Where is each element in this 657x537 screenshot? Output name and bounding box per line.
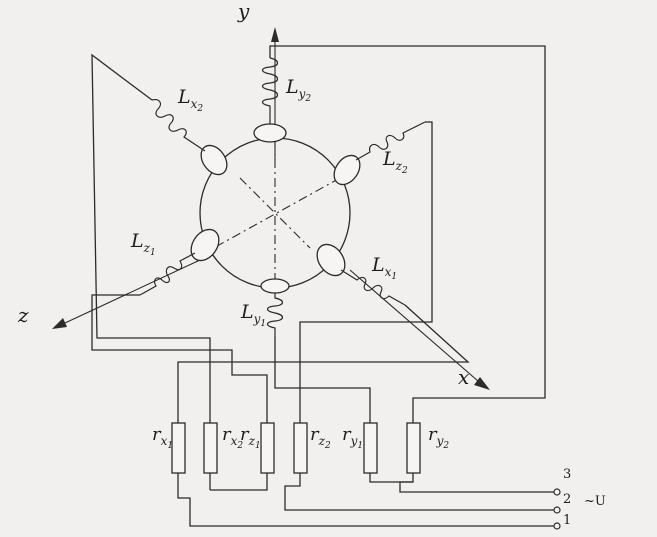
terminal-label-1: 1 [563,513,571,528]
pole-z2 [333,154,361,186]
coil-Lz1 [139,252,196,296]
label-Lx1: Lx1 [371,254,397,282]
z-diameter [209,177,341,251]
label-rx2: rx2 [222,424,243,451]
coil-Lx1 [340,269,406,306]
pole-y1 [260,278,290,294]
terminal-label-3: 3 [563,467,571,482]
label-Ly2: Ly2 [285,76,311,104]
pole-x2 [200,144,228,176]
resistor-rx1 [171,422,186,474]
pole-y2 [253,123,287,143]
label-Lz2: Lz2 [382,148,408,176]
label-rx1: rx1 [152,424,173,451]
z-axis [52,259,201,329]
terminal-2 [553,506,561,514]
supply-label: ~U [584,494,606,509]
terminal-3 [553,488,561,496]
pole-x1 [316,243,346,277]
x-axis-label: x [458,365,469,389]
coil-Lx2 [151,99,206,152]
label-ry1: ry1 [342,424,363,451]
terminal-label-2: 2 [563,492,571,507]
coil-Ly1 [266,293,284,336]
label-rz2: rz2 [310,424,331,451]
wiring [91,45,554,527]
z-axis-label: z [17,303,29,327]
resistor-rz2 [293,422,308,474]
resistor-rx2 [203,422,218,474]
resistor-ry2 [406,422,421,474]
label-Lx2: Lx2 [177,86,203,114]
label-Lz1: Lz1 [130,230,156,258]
resistor-ry1 [363,422,378,474]
label-rz1: rz1 [240,424,261,451]
label-ry2: ry2 [428,424,449,451]
coil-Ly2 [261,57,279,124]
pole-z1 [190,228,220,262]
resistor-rz1 [260,422,275,474]
coil-Lz2 [355,121,426,161]
terminal-1 [553,522,561,530]
x-diameter [239,177,311,249]
y-axis-label: y [237,0,250,23]
label-Ly1: Ly1 [240,301,266,329]
